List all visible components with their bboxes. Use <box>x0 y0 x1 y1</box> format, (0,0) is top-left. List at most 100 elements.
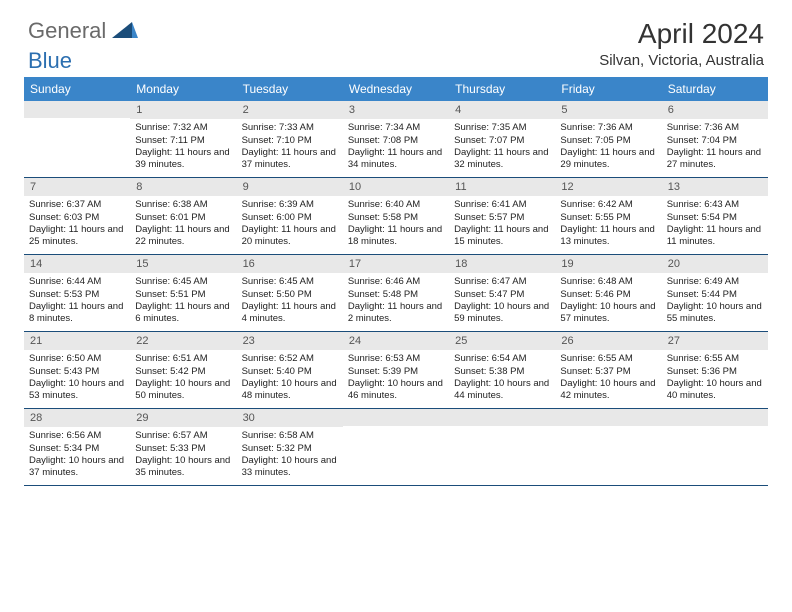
day-body: Sunrise: 6:49 AMSunset: 5:44 PMDaylight:… <box>662 273 768 330</box>
sunrise-text: Sunrise: 7:34 AM <box>348 122 444 134</box>
day-cell: 2Sunrise: 7:33 AMSunset: 7:10 PMDaylight… <box>237 101 343 177</box>
daylight-text: Daylight: 10 hours and 48 minutes. <box>242 378 338 403</box>
day-header: Saturday <box>662 77 768 101</box>
day-number: 10 <box>343 178 449 196</box>
day-body: Sunrise: 6:48 AMSunset: 5:46 PMDaylight:… <box>555 273 661 330</box>
daylight-text: Daylight: 11 hours and 18 minutes. <box>348 224 444 249</box>
sunrise-text: Sunrise: 6:54 AM <box>454 353 550 365</box>
day-body: Sunrise: 6:47 AMSunset: 5:47 PMDaylight:… <box>449 273 555 330</box>
day-number: 14 <box>24 255 130 273</box>
day-body <box>24 118 130 126</box>
day-body: Sunrise: 7:32 AMSunset: 7:11 PMDaylight:… <box>130 119 236 176</box>
day-cell: 15Sunrise: 6:45 AMSunset: 5:51 PMDayligh… <box>130 255 236 331</box>
day-body: Sunrise: 6:52 AMSunset: 5:40 PMDaylight:… <box>237 350 343 407</box>
day-body: Sunrise: 7:33 AMSunset: 7:10 PMDaylight:… <box>237 119 343 176</box>
week-row: 21Sunrise: 6:50 AMSunset: 5:43 PMDayligh… <box>24 332 768 409</box>
day-cell: 16Sunrise: 6:45 AMSunset: 5:50 PMDayligh… <box>237 255 343 331</box>
day-number: 30 <box>237 409 343 427</box>
daylight-text: Daylight: 10 hours and 40 minutes. <box>667 378 763 403</box>
daylight-text: Daylight: 11 hours and 6 minutes. <box>135 301 231 326</box>
day-cell: 8Sunrise: 6:38 AMSunset: 6:01 PMDaylight… <box>130 178 236 254</box>
sunset-text: Sunset: 5:51 PM <box>135 289 231 301</box>
sunset-text: Sunset: 6:01 PM <box>135 212 231 224</box>
day-number: 4 <box>449 101 555 119</box>
sunset-text: Sunset: 5:42 PM <box>135 366 231 378</box>
day-cell: 4Sunrise: 7:35 AMSunset: 7:07 PMDaylight… <box>449 101 555 177</box>
day-number: 7 <box>24 178 130 196</box>
day-header: Thursday <box>449 77 555 101</box>
sunset-text: Sunset: 7:08 PM <box>348 135 444 147</box>
sunrise-text: Sunrise: 6:53 AM <box>348 353 444 365</box>
day-cell: 5Sunrise: 7:36 AMSunset: 7:05 PMDaylight… <box>555 101 661 177</box>
daylight-text: Daylight: 10 hours and 57 minutes. <box>560 301 656 326</box>
sunrise-text: Sunrise: 6:45 AM <box>242 276 338 288</box>
day-number <box>555 409 661 426</box>
day-number: 22 <box>130 332 236 350</box>
sunrise-text: Sunrise: 6:58 AM <box>242 430 338 442</box>
day-header: Sunday <box>24 77 130 101</box>
day-number: 27 <box>662 332 768 350</box>
sunrise-text: Sunrise: 6:57 AM <box>135 430 231 442</box>
daylight-text: Daylight: 11 hours and 2 minutes. <box>348 301 444 326</box>
sunset-text: Sunset: 6:03 PM <box>29 212 125 224</box>
day-number: 19 <box>555 255 661 273</box>
day-body: Sunrise: 6:38 AMSunset: 6:01 PMDaylight:… <box>130 196 236 253</box>
sunrise-text: Sunrise: 6:50 AM <box>29 353 125 365</box>
daylight-text: Daylight: 11 hours and 8 minutes. <box>29 301 125 326</box>
week-row: 14Sunrise: 6:44 AMSunset: 5:53 PMDayligh… <box>24 255 768 332</box>
sunrise-text: Sunrise: 6:38 AM <box>135 199 231 211</box>
day-number: 18 <box>449 255 555 273</box>
sunrise-text: Sunrise: 6:43 AM <box>667 199 763 211</box>
day-body: Sunrise: 7:35 AMSunset: 7:07 PMDaylight:… <box>449 119 555 176</box>
daylight-text: Daylight: 10 hours and 37 minutes. <box>29 455 125 480</box>
day-header: Monday <box>130 77 236 101</box>
logo: General <box>28 18 140 44</box>
page-header: General April 2024 Silvan, Victoria, Aus… <box>0 0 792 77</box>
month-title: April 2024 <box>599 18 764 50</box>
logo-text-blue: Blue <box>28 48 72 73</box>
day-number: 5 <box>555 101 661 119</box>
daylight-text: Daylight: 10 hours and 59 minutes. <box>454 301 550 326</box>
sunset-text: Sunset: 5:43 PM <box>29 366 125 378</box>
sunset-text: Sunset: 5:38 PM <box>454 366 550 378</box>
sunset-text: Sunset: 5:55 PM <box>560 212 656 224</box>
sunset-text: Sunset: 5:50 PM <box>242 289 338 301</box>
sunrise-text: Sunrise: 6:41 AM <box>454 199 550 211</box>
day-header: Tuesday <box>237 77 343 101</box>
sunrise-text: Sunrise: 6:45 AM <box>135 276 231 288</box>
day-number <box>449 409 555 426</box>
day-body: Sunrise: 6:46 AMSunset: 5:48 PMDaylight:… <box>343 273 449 330</box>
day-cell: 9Sunrise: 6:39 AMSunset: 6:00 PMDaylight… <box>237 178 343 254</box>
sunrise-text: Sunrise: 6:47 AM <box>454 276 550 288</box>
day-cell: 21Sunrise: 6:50 AMSunset: 5:43 PMDayligh… <box>24 332 130 408</box>
sunrise-text: Sunrise: 6:49 AM <box>667 276 763 288</box>
day-cell <box>343 409 449 485</box>
sunset-text: Sunset: 7:04 PM <box>667 135 763 147</box>
day-body: Sunrise: 7:36 AMSunset: 7:05 PMDaylight:… <box>555 119 661 176</box>
day-body: Sunrise: 6:58 AMSunset: 5:32 PMDaylight:… <box>237 427 343 484</box>
day-body: Sunrise: 6:57 AMSunset: 5:33 PMDaylight:… <box>130 427 236 484</box>
sunset-text: Sunset: 5:53 PM <box>29 289 125 301</box>
day-cell: 25Sunrise: 6:54 AMSunset: 5:38 PMDayligh… <box>449 332 555 408</box>
day-cell: 12Sunrise: 6:42 AMSunset: 5:55 PMDayligh… <box>555 178 661 254</box>
day-cell: 13Sunrise: 6:43 AMSunset: 5:54 PMDayligh… <box>662 178 768 254</box>
day-body <box>555 426 661 434</box>
day-cell <box>24 101 130 177</box>
day-number: 16 <box>237 255 343 273</box>
day-cell: 27Sunrise: 6:55 AMSunset: 5:36 PMDayligh… <box>662 332 768 408</box>
day-cell: 6Sunrise: 7:36 AMSunset: 7:04 PMDaylight… <box>662 101 768 177</box>
sunset-text: Sunset: 5:44 PM <box>667 289 763 301</box>
sunset-text: Sunset: 5:57 PM <box>454 212 550 224</box>
day-cell: 10Sunrise: 6:40 AMSunset: 5:58 PMDayligh… <box>343 178 449 254</box>
day-number: 17 <box>343 255 449 273</box>
sunrise-text: Sunrise: 6:44 AM <box>29 276 125 288</box>
day-cell <box>555 409 661 485</box>
daylight-text: Daylight: 11 hours and 11 minutes. <box>667 224 763 249</box>
day-body <box>343 426 449 434</box>
day-cell: 11Sunrise: 6:41 AMSunset: 5:57 PMDayligh… <box>449 178 555 254</box>
day-cell: 26Sunrise: 6:55 AMSunset: 5:37 PMDayligh… <box>555 332 661 408</box>
day-cell: 23Sunrise: 6:52 AMSunset: 5:40 PMDayligh… <box>237 332 343 408</box>
sunset-text: Sunset: 6:00 PM <box>242 212 338 224</box>
daylight-text: Daylight: 11 hours and 27 minutes. <box>667 147 763 172</box>
day-number: 24 <box>343 332 449 350</box>
